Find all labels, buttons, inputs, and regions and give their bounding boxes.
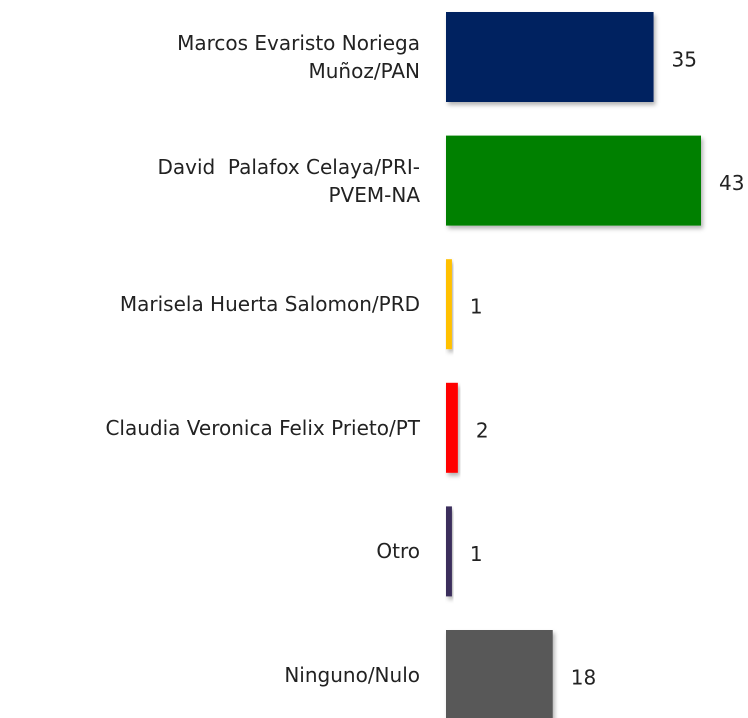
bar xyxy=(446,506,452,597)
category-label: Otro xyxy=(376,539,420,564)
value-label: 2 xyxy=(476,418,489,442)
category-label: Marisela Huerta Salomon/PRD xyxy=(119,292,420,317)
bar xyxy=(446,12,654,102)
value-label: 18 xyxy=(571,666,596,690)
value-label: 35 xyxy=(672,48,697,72)
value-label: 1 xyxy=(470,542,483,566)
value-label: 43 xyxy=(719,171,744,195)
category-label: David Palafox Celaya/PRI- PVEM-NA xyxy=(157,154,420,207)
bar xyxy=(446,259,452,350)
value-label: 1 xyxy=(470,295,483,319)
bar xyxy=(446,382,458,473)
category-label: Claudia Veronica Felix Prieto/PT xyxy=(105,415,420,440)
bar xyxy=(446,630,553,718)
category-label: Ninguno/Nulo xyxy=(284,663,420,687)
bar xyxy=(446,135,701,226)
category-label: Marcos Evaristo Noriega Muñoz/PAN xyxy=(177,31,420,83)
